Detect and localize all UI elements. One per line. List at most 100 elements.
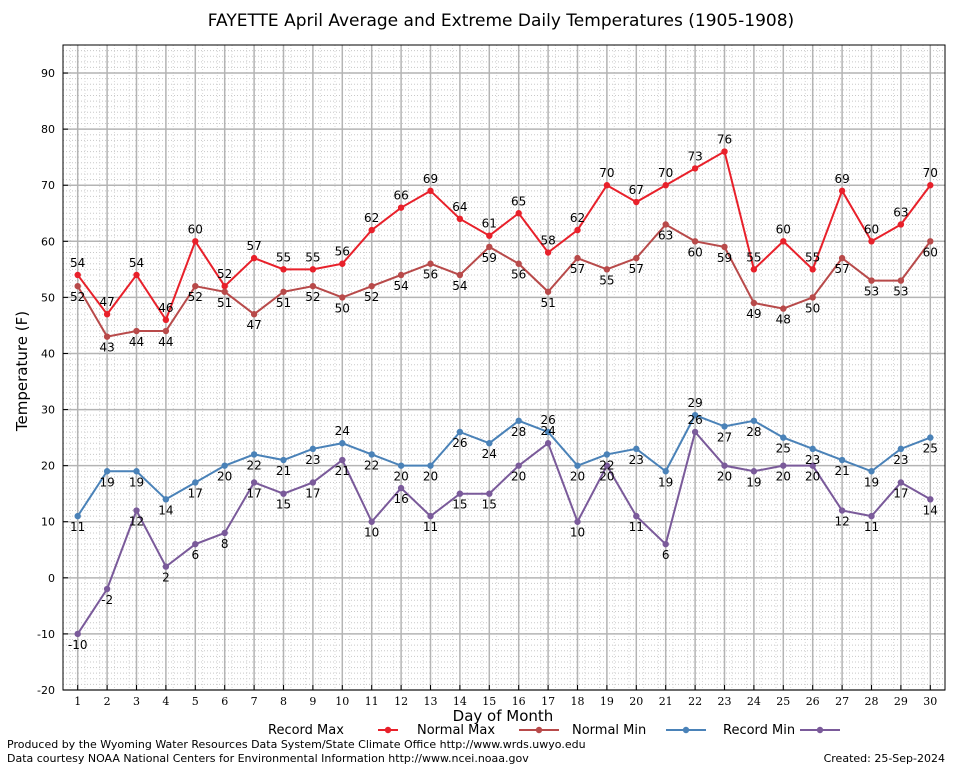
data-point: [809, 462, 816, 469]
x-tick-label: 6: [221, 695, 228, 708]
data-point: [838, 507, 846, 514]
data-point: [927, 434, 934, 441]
data-label: 51: [540, 296, 555, 310]
y-tick-label: 0: [48, 572, 55, 585]
y-tick-label: 50: [41, 291, 55, 304]
data-point: [544, 288, 552, 295]
x-tick-label: 14: [453, 695, 467, 708]
data-label: 63: [893, 205, 908, 219]
x-tick-label: 5: [192, 695, 199, 708]
data-point: [103, 585, 111, 593]
data-point: [780, 462, 787, 469]
data-label: 56: [511, 268, 526, 282]
data-point: [603, 451, 611, 458]
footer-produced-by: Produced by the Wyoming Water Resources …: [7, 738, 586, 751]
data-point: [633, 512, 640, 520]
data-label: 57: [834, 262, 849, 276]
data-label: 10: [570, 526, 585, 540]
data-label: 29: [687, 396, 702, 410]
data-label: 17: [246, 486, 261, 500]
series-line-normal-min: [76, 413, 931, 517]
data-label: 67: [629, 183, 644, 197]
series-line-record-min: [76, 429, 931, 635]
x-tick-label: 4: [162, 695, 169, 708]
data-label: 47: [246, 318, 261, 332]
data-label: 55: [599, 273, 614, 287]
plot-frame: [62, 44, 946, 691]
y-axis-label: Temperature (F): [13, 311, 31, 432]
x-tick-label: 12: [394, 695, 408, 708]
data-point: [515, 260, 522, 267]
data-label: 15: [452, 498, 467, 512]
data-point: [280, 456, 287, 464]
data-point: [221, 282, 228, 290]
data-label: 19: [864, 475, 879, 489]
data-label: 50: [335, 301, 350, 315]
x-tick-label: 30: [923, 695, 937, 708]
legend-label: Record Max: [268, 723, 344, 738]
data-point: [603, 462, 611, 469]
data-label: 11: [70, 520, 85, 534]
data-label: -2: [101, 593, 113, 607]
data-point: [368, 226, 375, 234]
data-label: 57: [629, 262, 644, 276]
y-tick-label: 30: [41, 404, 55, 417]
data-label: 53: [864, 285, 879, 299]
x-axis-label: Day of Month: [453, 707, 554, 725]
data-label: 26: [452, 436, 467, 450]
data-label: 62: [570, 211, 585, 225]
data-label: 60: [923, 245, 938, 259]
data-label: 6: [662, 548, 670, 562]
data-label: 16: [393, 492, 408, 506]
data-label: 49: [746, 307, 761, 321]
x-tick-label: 15: [482, 695, 496, 708]
data-label: 19: [99, 475, 114, 489]
data-point: [750, 468, 758, 475]
data-label: 53: [893, 285, 908, 299]
data-label: 17: [305, 486, 320, 500]
data-point: [456, 271, 464, 279]
data-label: 21: [276, 464, 291, 478]
legend-label: Normal Min: [572, 723, 646, 738]
x-tick-label: 10: [335, 695, 349, 708]
x-tick-label: 17: [541, 695, 555, 708]
data-point: [486, 243, 493, 251]
data-point: [74, 512, 81, 520]
data-point: [192, 540, 199, 548]
data-label: 23: [629, 453, 644, 467]
data-label: 11: [423, 520, 438, 534]
data-point: [897, 277, 905, 284]
data-label: 20: [717, 470, 732, 484]
data-label: 21: [834, 464, 849, 478]
data-point: [309, 479, 317, 486]
legend-swatch-marker: [816, 726, 824, 734]
x-tick-label: 25: [776, 695, 790, 708]
data-point: [103, 311, 111, 318]
data-label: 54: [393, 279, 408, 293]
data-label: 20: [511, 470, 526, 484]
data-point: [515, 462, 522, 469]
data-point: [868, 277, 875, 284]
data-label: 57: [246, 239, 261, 253]
data-label: 48: [776, 313, 791, 327]
x-tick-label: 9: [309, 695, 316, 708]
data-label: 22: [364, 458, 379, 472]
data-point: [633, 445, 640, 453]
x-tick-label: 8: [280, 695, 287, 708]
y-tick-label: 60: [41, 235, 55, 248]
data-point: [750, 417, 758, 424]
data-point: [162, 563, 170, 570]
legend-swatch-marker: [384, 726, 392, 734]
data-label: 20: [599, 470, 614, 484]
data-label: 20: [423, 470, 438, 484]
data-point: [868, 468, 875, 475]
data-point: [868, 238, 875, 245]
data-point: [368, 282, 375, 290]
data-point: [486, 232, 493, 239]
data-label: 24: [540, 424, 555, 438]
data-label: 60: [687, 245, 702, 259]
data-point: [633, 254, 640, 262]
legend: Record Max Normal Max Normal Min Record Min: [268, 723, 840, 738]
data-point: [809, 445, 816, 453]
